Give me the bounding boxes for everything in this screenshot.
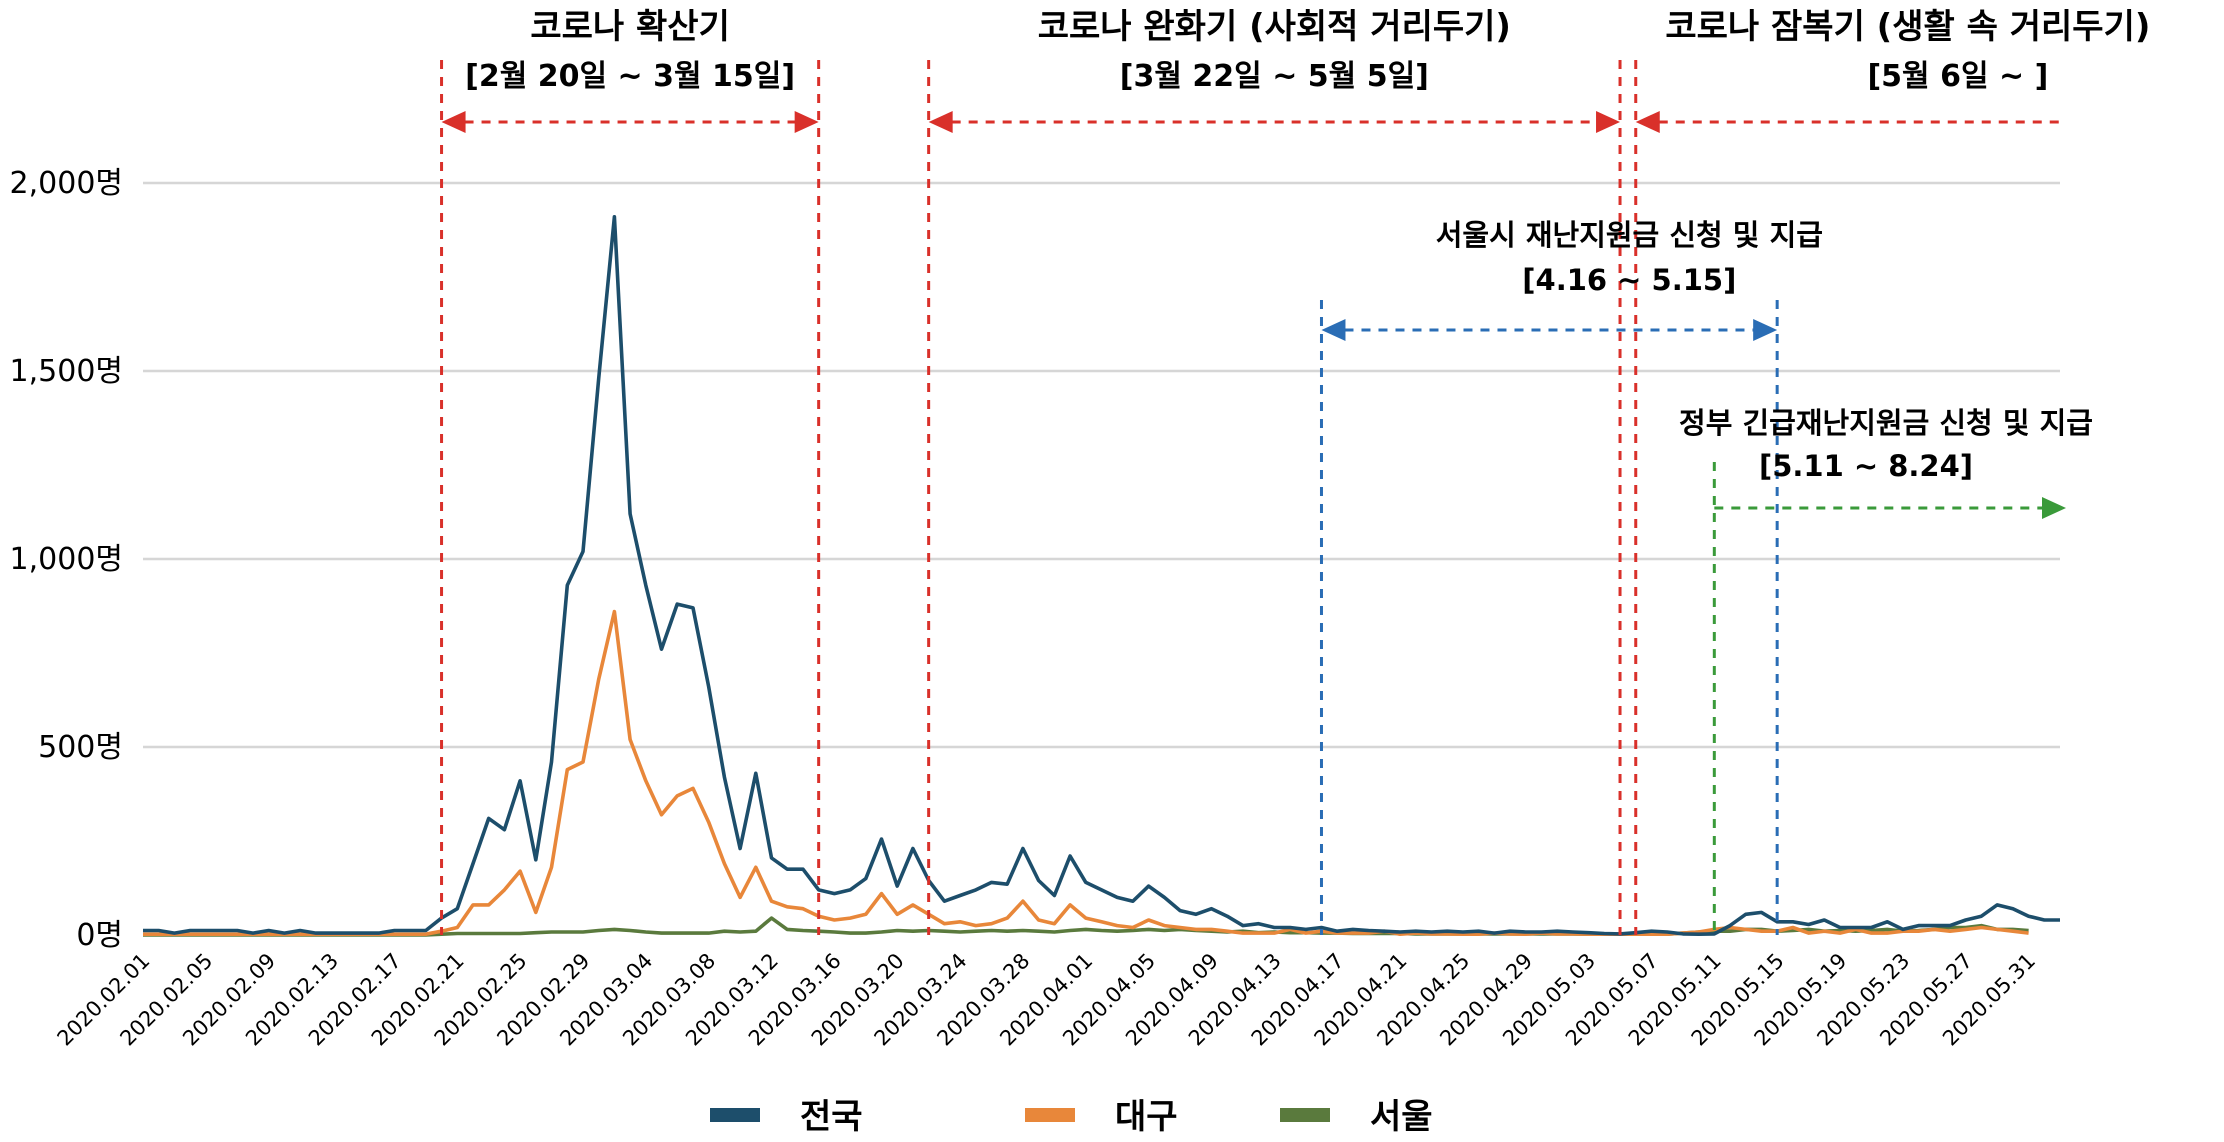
phase-range: [2월 20일 ~ 3월 15일] <box>465 59 795 94</box>
series-lines <box>143 215 2060 937</box>
y-tick-label: 0명 <box>76 918 123 953</box>
annotation-range: [5.11 ~ 8.24] <box>1759 449 1973 483</box>
y-tick-label: 2,000명 <box>10 166 123 201</box>
y-tick-label: 1,000명 <box>10 542 123 577</box>
phase-range: [5월 6일 ~ ] <box>1867 59 2048 94</box>
phase-title: 코로나 잠복기 (생활 속 거리두기) <box>1665 7 2150 47</box>
phase-arrow-head-left <box>928 111 953 133</box>
annotation-arrow-head-left <box>1321 319 1346 341</box>
phase-range: [3월 22일 ~ 5월 5일] <box>1120 59 1429 94</box>
annotation-arrow-head-right <box>2042 497 2066 519</box>
policy-annotations: 서울시 재난지원금 신청 및 지급 [4.16 ~ 5.15] 정부 긴급재난지원금… <box>1319 218 2093 935</box>
phase-markers: 코로나 확산기 [2월 20일 ~ 3월 15일] 코로나 완화기 (사회적 거리두… <box>440 7 2150 935</box>
annotation-arrow-head-right <box>1753 319 1778 341</box>
phase-arrow-head-left <box>441 111 466 133</box>
x-axis-ticks: 2020.02.012020.02.052020.02.092020.02.13… <box>53 949 2041 1051</box>
y-tick-label: 500명 <box>38 730 123 765</box>
y-axis-ticks: 0명 500명 1,000명 1,500명 2,000명 <box>10 166 123 953</box>
legend-label: 서울 <box>1370 1097 1433 1137</box>
phase-arrow-head-right <box>794 111 819 133</box>
phase-title: 코로나 완화기 (사회적 거리두기) <box>1038 7 1511 47</box>
legend-label: 전국 <box>800 1097 863 1137</box>
annotation-title: 정부 긴급재난지원금 신청 및 지급 <box>1679 406 2093 440</box>
series-line-대구 <box>143 609 2029 937</box>
annotation-range: [4.16 ~ 5.15] <box>1522 263 1736 297</box>
y-tick-label: 1,500명 <box>10 354 123 389</box>
gridlines <box>143 181 2060 749</box>
legend: 전국 대구 서울 <box>710 1097 1433 1137</box>
phase-arrow-head-left <box>1635 111 1660 133</box>
phase-arrow-head-right <box>1596 111 1621 133</box>
legend-swatch-전국 <box>710 1108 760 1122</box>
series-line-전국 <box>143 215 2060 937</box>
phase-title: 코로나 확산기 <box>530 7 730 47</box>
legend-swatch-대구 <box>1025 1108 1075 1122</box>
annotation-title: 서울시 재난지원금 신청 및 지급 <box>1436 218 1823 252</box>
legend-swatch-서울 <box>1280 1108 1330 1122</box>
legend-label: 대구 <box>1115 1097 1178 1137</box>
